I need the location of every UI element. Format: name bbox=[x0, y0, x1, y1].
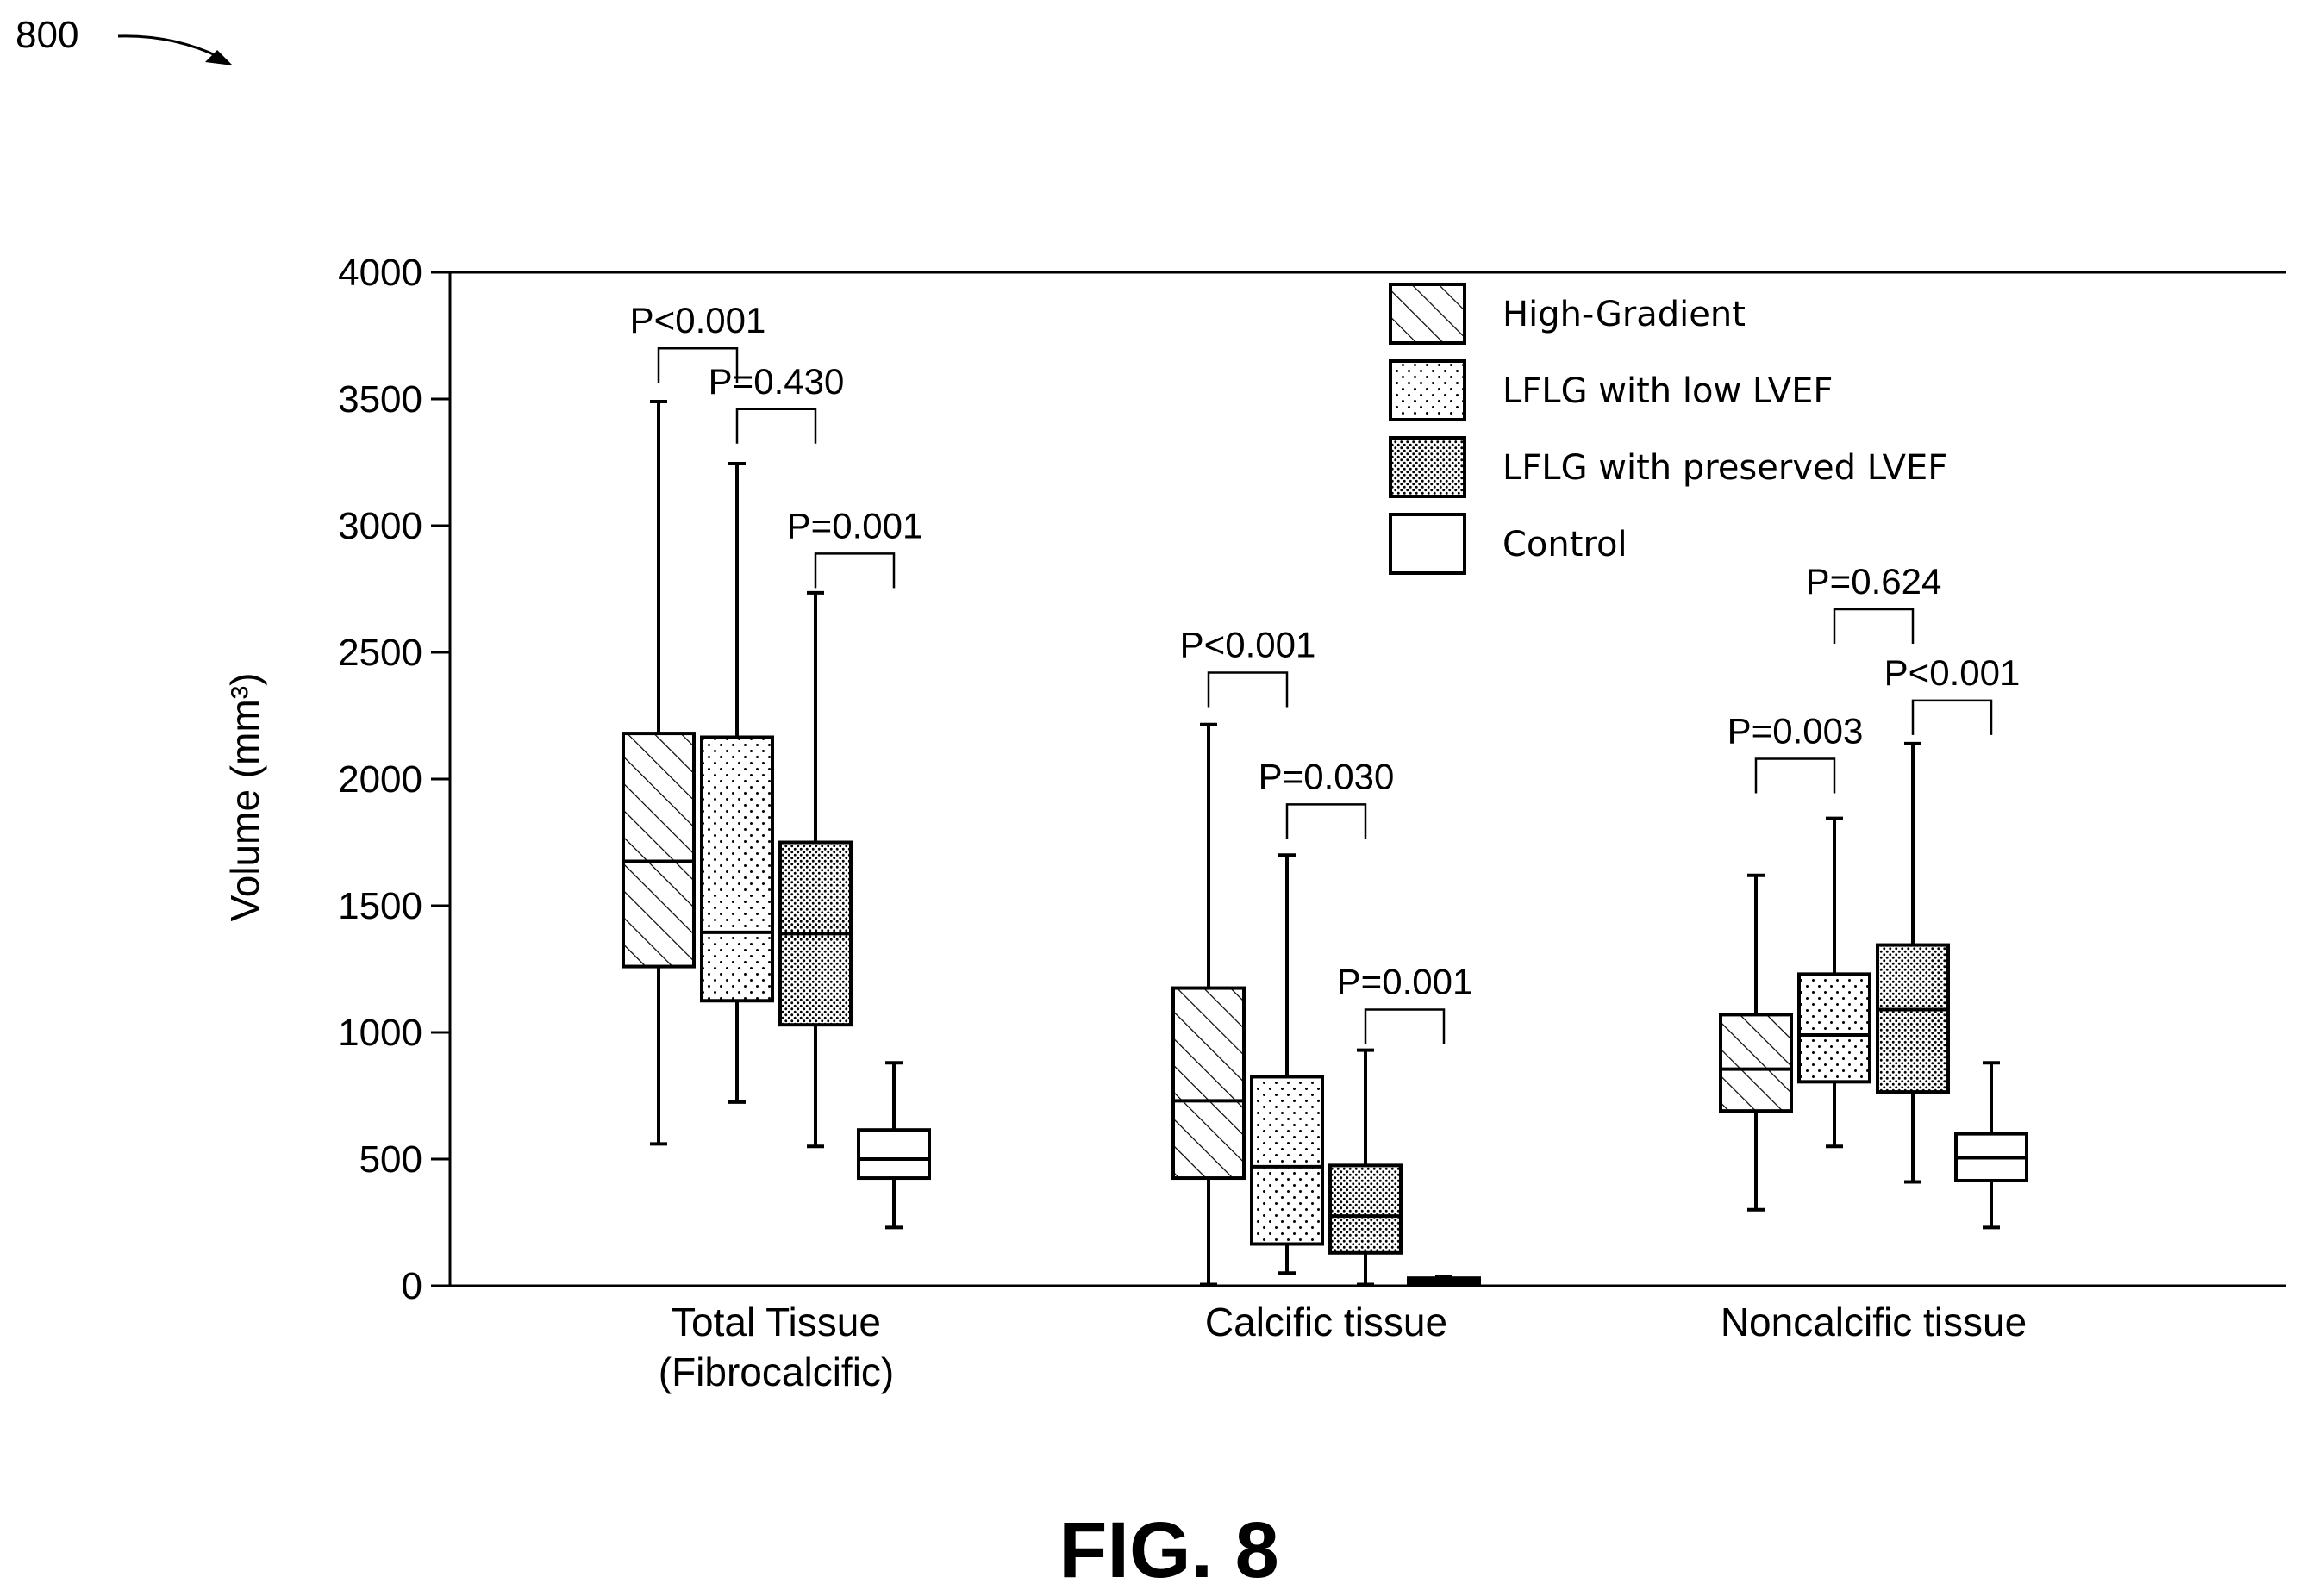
legend-swatch bbox=[1389, 359, 1466, 421]
p-value-label: P<0.001 bbox=[630, 300, 766, 340]
box-lflg-with-preserved-lvef bbox=[1876, 741, 1950, 1184]
y-tick-label: 2500 bbox=[338, 632, 422, 674]
legend-label: LFLG with low LVEF bbox=[1502, 371, 1833, 411]
legend-item-lflg-with-low-lvef: LFLG with low LVEF bbox=[1389, 359, 1833, 421]
bracket-line bbox=[1207, 671, 1289, 708]
y-axis-title: Volume (mm³) bbox=[222, 673, 267, 922]
bracket-line bbox=[1833, 608, 1915, 645]
legend-swatch bbox=[1389, 283, 1466, 345]
y-axis-ticks: 0 500 1000 1500 2000 2500 3000 3500 4000 bbox=[338, 252, 450, 1307]
x-category-total-tissue-fibrocalcific: Total Tissue (Fibrocalcific) bbox=[659, 1300, 894, 1394]
p-value-label: P=0.001 bbox=[787, 505, 923, 546]
p-value-label: P=0.030 bbox=[1259, 756, 1395, 796]
figure-ref-number: 800 bbox=[16, 14, 78, 56]
legend-label: LFLG with preserved LVEF bbox=[1502, 448, 1947, 488]
legend-swatch bbox=[1389, 436, 1466, 498]
p-value-label: P=0.624 bbox=[1806, 561, 1942, 602]
p-value-label: P<0.001 bbox=[1884, 652, 2021, 693]
x-category-label-line: Total Tissue bbox=[672, 1300, 881, 1344]
box-lflg-with-low-lvef bbox=[1797, 816, 1871, 1149]
legend-label: High-Gradient bbox=[1502, 295, 1746, 334]
bracket-line bbox=[657, 346, 739, 383]
y-tick-label: 3000 bbox=[338, 505, 422, 547]
y-tick-label: 500 bbox=[359, 1138, 422, 1181]
legend-item-high-gradient: High-Gradient bbox=[1389, 283, 1746, 345]
legend-swatch bbox=[1389, 513, 1466, 575]
y-tick-label: 1500 bbox=[338, 885, 422, 927]
comparison-bracket: P=0.003 bbox=[1727, 710, 1864, 794]
comparison-bracket: P=0.001 bbox=[787, 505, 923, 589]
legend: High-Gradient LFLG with low LVEF LFLG with… bbox=[1389, 283, 1947, 575]
y-tick-label: 4000 bbox=[338, 252, 422, 294]
y-tick-label: 1000 bbox=[338, 1012, 422, 1054]
box-control bbox=[1954, 1061, 2028, 1230]
bracket-line bbox=[814, 552, 896, 589]
x-category-label-line: Noncalcific tissue bbox=[1721, 1300, 2027, 1344]
bracket-line bbox=[1285, 803, 1367, 839]
box-lflg-with-preserved-lvef bbox=[778, 590, 853, 1149]
x-category-label-line: (Fibrocalcific) bbox=[659, 1350, 894, 1394]
p-value-label: P<0.001 bbox=[1180, 625, 1316, 665]
p-value-label: P=0.430 bbox=[709, 361, 845, 402]
box-body bbox=[1719, 1013, 1793, 1113]
comparison-bracket: P=0.624 bbox=[1806, 561, 1942, 645]
box-control bbox=[857, 1061, 931, 1230]
y-tick-label: 3500 bbox=[338, 378, 422, 421]
box-control bbox=[1407, 1275, 1481, 1287]
x-category-label-line: Calcific tissue bbox=[1205, 1300, 1447, 1344]
legend-label: Control bbox=[1502, 525, 1627, 564]
bracket-line bbox=[1754, 757, 1836, 794]
box-body bbox=[1797, 972, 1871, 1084]
bracket-line bbox=[735, 408, 817, 444]
bracket-line bbox=[1911, 699, 1993, 735]
box-body bbox=[1250, 1075, 1324, 1246]
p-value-label: P=0.003 bbox=[1727, 710, 1864, 751]
comparison-bracket: P<0.001 bbox=[1884, 652, 2021, 735]
box-body bbox=[700, 735, 774, 1003]
p-value-label: P=0.001 bbox=[1337, 962, 1473, 1002]
bracket-line bbox=[1364, 1008, 1446, 1044]
y-tick-label: 2000 bbox=[338, 758, 422, 801]
figure-ref-arrow bbox=[117, 34, 233, 65]
box-body bbox=[857, 1128, 931, 1181]
comparison-bracket: P=0.030 bbox=[1259, 756, 1395, 839]
comparison-bracket: P=0.001 bbox=[1337, 962, 1473, 1044]
legend-item-lflg-with-preserved-lvef: LFLG with preserved LVEF bbox=[1389, 436, 1947, 498]
x-category-noncalcific-tissue: Noncalcific tissue bbox=[1721, 1300, 2027, 1344]
box-lflg-with-low-lvef bbox=[700, 461, 774, 1104]
x-axis-category-labels: Total Tissue (Fibrocalcific) Calcific tiss… bbox=[659, 1300, 2027, 1394]
y-tick-label: 0 bbox=[402, 1265, 422, 1307]
comparison-bracket: P<0.001 bbox=[630, 300, 766, 383]
box-lflg-with-preserved-lvef bbox=[1328, 1048, 1403, 1287]
p-value-comparisons: P<0.001 P=0.430 P=0.001 P<0.001 P=0.030 P=0.0… bbox=[630, 300, 2021, 1044]
box-high-gradient bbox=[622, 399, 696, 1146]
box-lflg-with-low-lvef bbox=[1250, 853, 1324, 1275]
comparison-bracket: P=0.430 bbox=[709, 361, 845, 444]
box-body bbox=[1328, 1163, 1403, 1255]
x-category-calcific-tissue: Calcific tissue bbox=[1205, 1300, 1447, 1344]
figure-caption: FIG. 8 bbox=[1059, 1506, 1279, 1594]
box-body bbox=[1171, 986, 1246, 1181]
comparison-bracket: P<0.001 bbox=[1180, 625, 1316, 708]
box-body bbox=[1876, 943, 1950, 1094]
box-body bbox=[622, 732, 696, 969]
box-plot-series bbox=[622, 399, 2028, 1287]
box-high-gradient bbox=[1171, 722, 1246, 1287]
legend-item-control: Control bbox=[1389, 513, 1627, 575]
box-high-gradient bbox=[1719, 873, 1793, 1212]
